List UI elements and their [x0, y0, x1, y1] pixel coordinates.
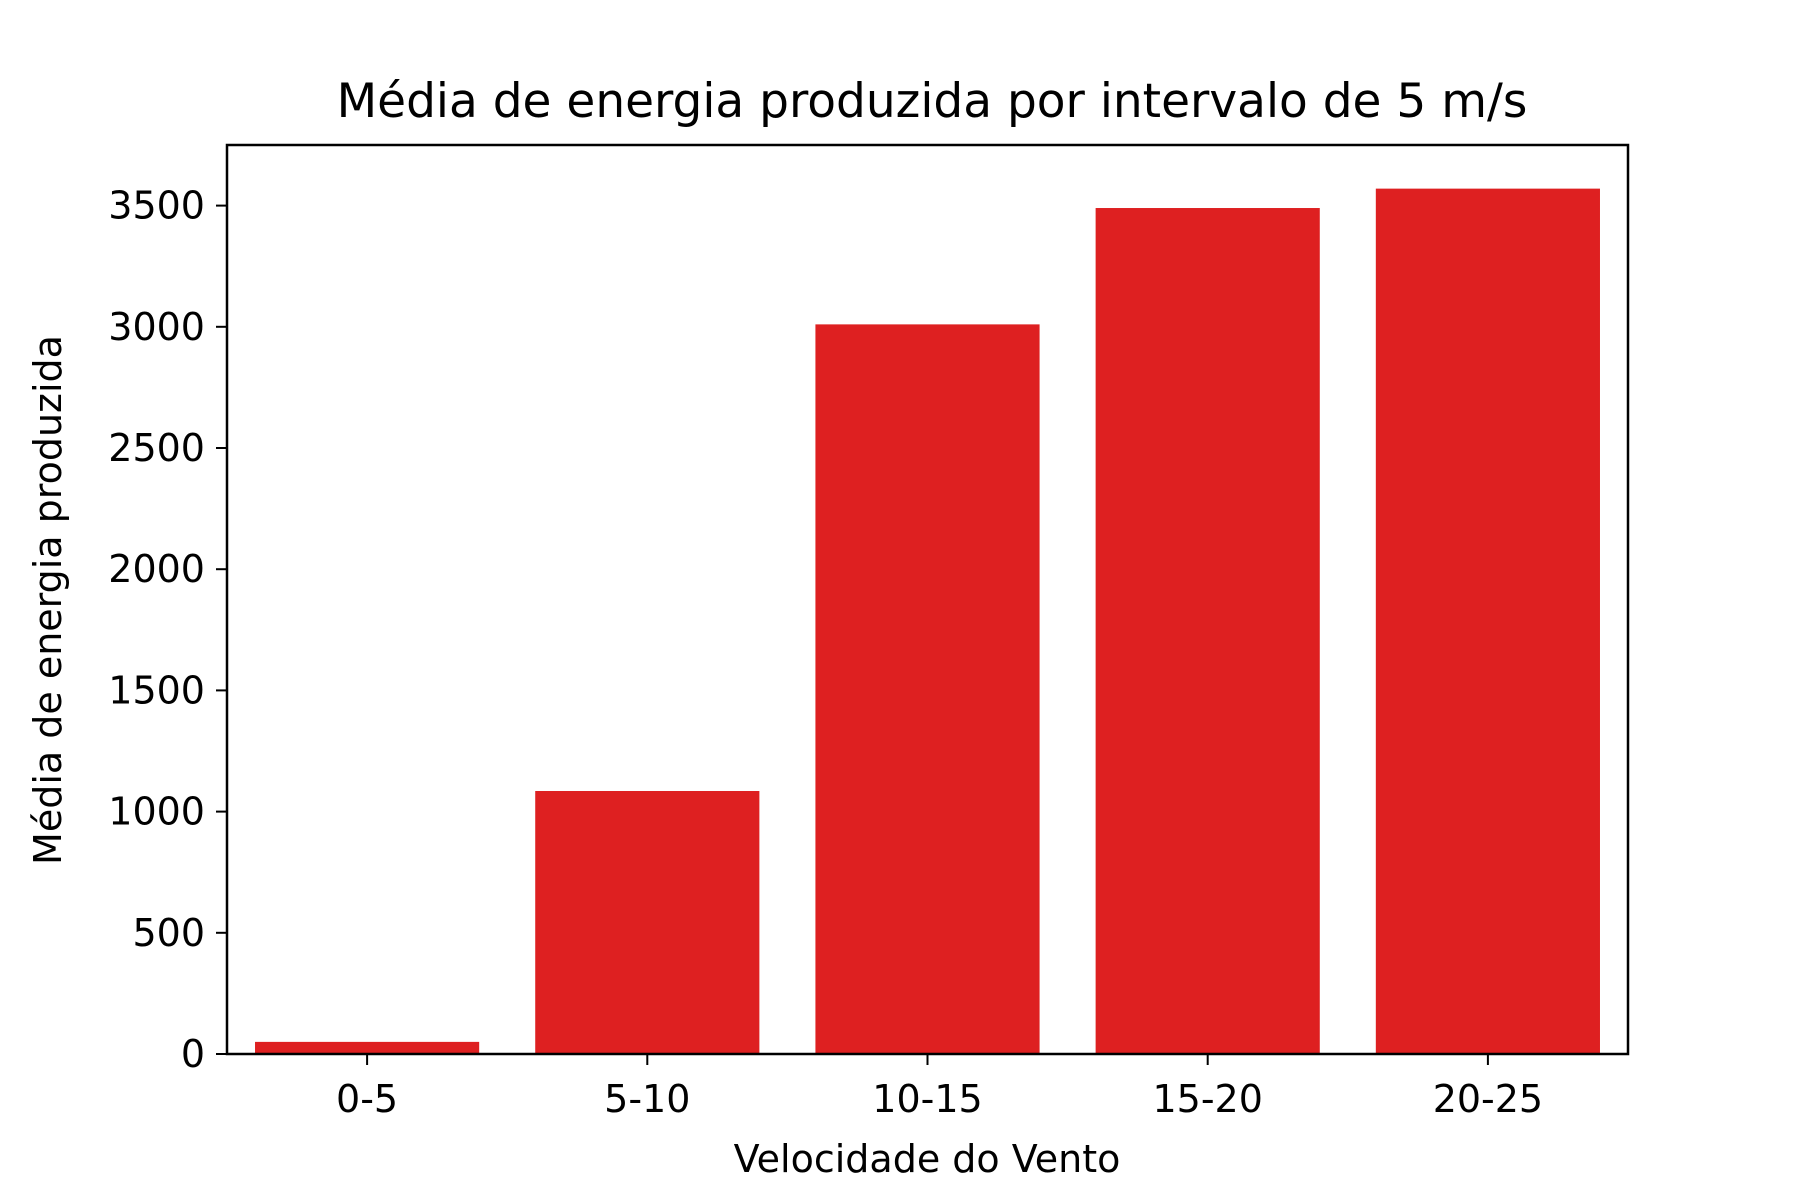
- x-tick-label: 15-20: [1152, 1077, 1262, 1121]
- x-tick-label: 20-25: [1433, 1077, 1543, 1121]
- y-tick-label: 3500: [108, 184, 205, 228]
- x-tick-label: 0-5: [336, 1077, 398, 1121]
- x-tick-label: 5-10: [604, 1077, 690, 1121]
- y-tick-label: 2000: [108, 547, 205, 591]
- bar-10-15: [815, 324, 1040, 1055]
- x-axis-ticks: 0-5 5-10 10-15 15-20 20-25: [336, 1054, 1543, 1121]
- x-axis-title: Velocidade do Vento: [734, 1137, 1121, 1181]
- y-axis-title: Média de energia produzida: [26, 335, 70, 865]
- chart-title: Média de energia produzida por intervalo…: [337, 74, 1528, 129]
- bar-0-5: [255, 1041, 480, 1054]
- y-tick-label: 0: [181, 1032, 205, 1076]
- bar-5-10: [535, 790, 760, 1054]
- y-tick-label: 1500: [108, 668, 205, 712]
- x-tick-label: 10-15: [872, 1077, 982, 1121]
- y-tick-label: 500: [132, 911, 205, 955]
- plot-frame: [225, 143, 1630, 1056]
- y-tick-label: 3000: [108, 305, 205, 349]
- y-tick-label: 1000: [108, 790, 205, 834]
- y-tick-label: 2500: [108, 426, 205, 470]
- bars-group: [255, 188, 1600, 1055]
- bar-20-25: [1375, 188, 1600, 1054]
- bar-15-20: [1095, 208, 1320, 1055]
- y-axis-ticks: 0 500 1000 1500 2000 2500 3000 3500: [108, 184, 227, 1076]
